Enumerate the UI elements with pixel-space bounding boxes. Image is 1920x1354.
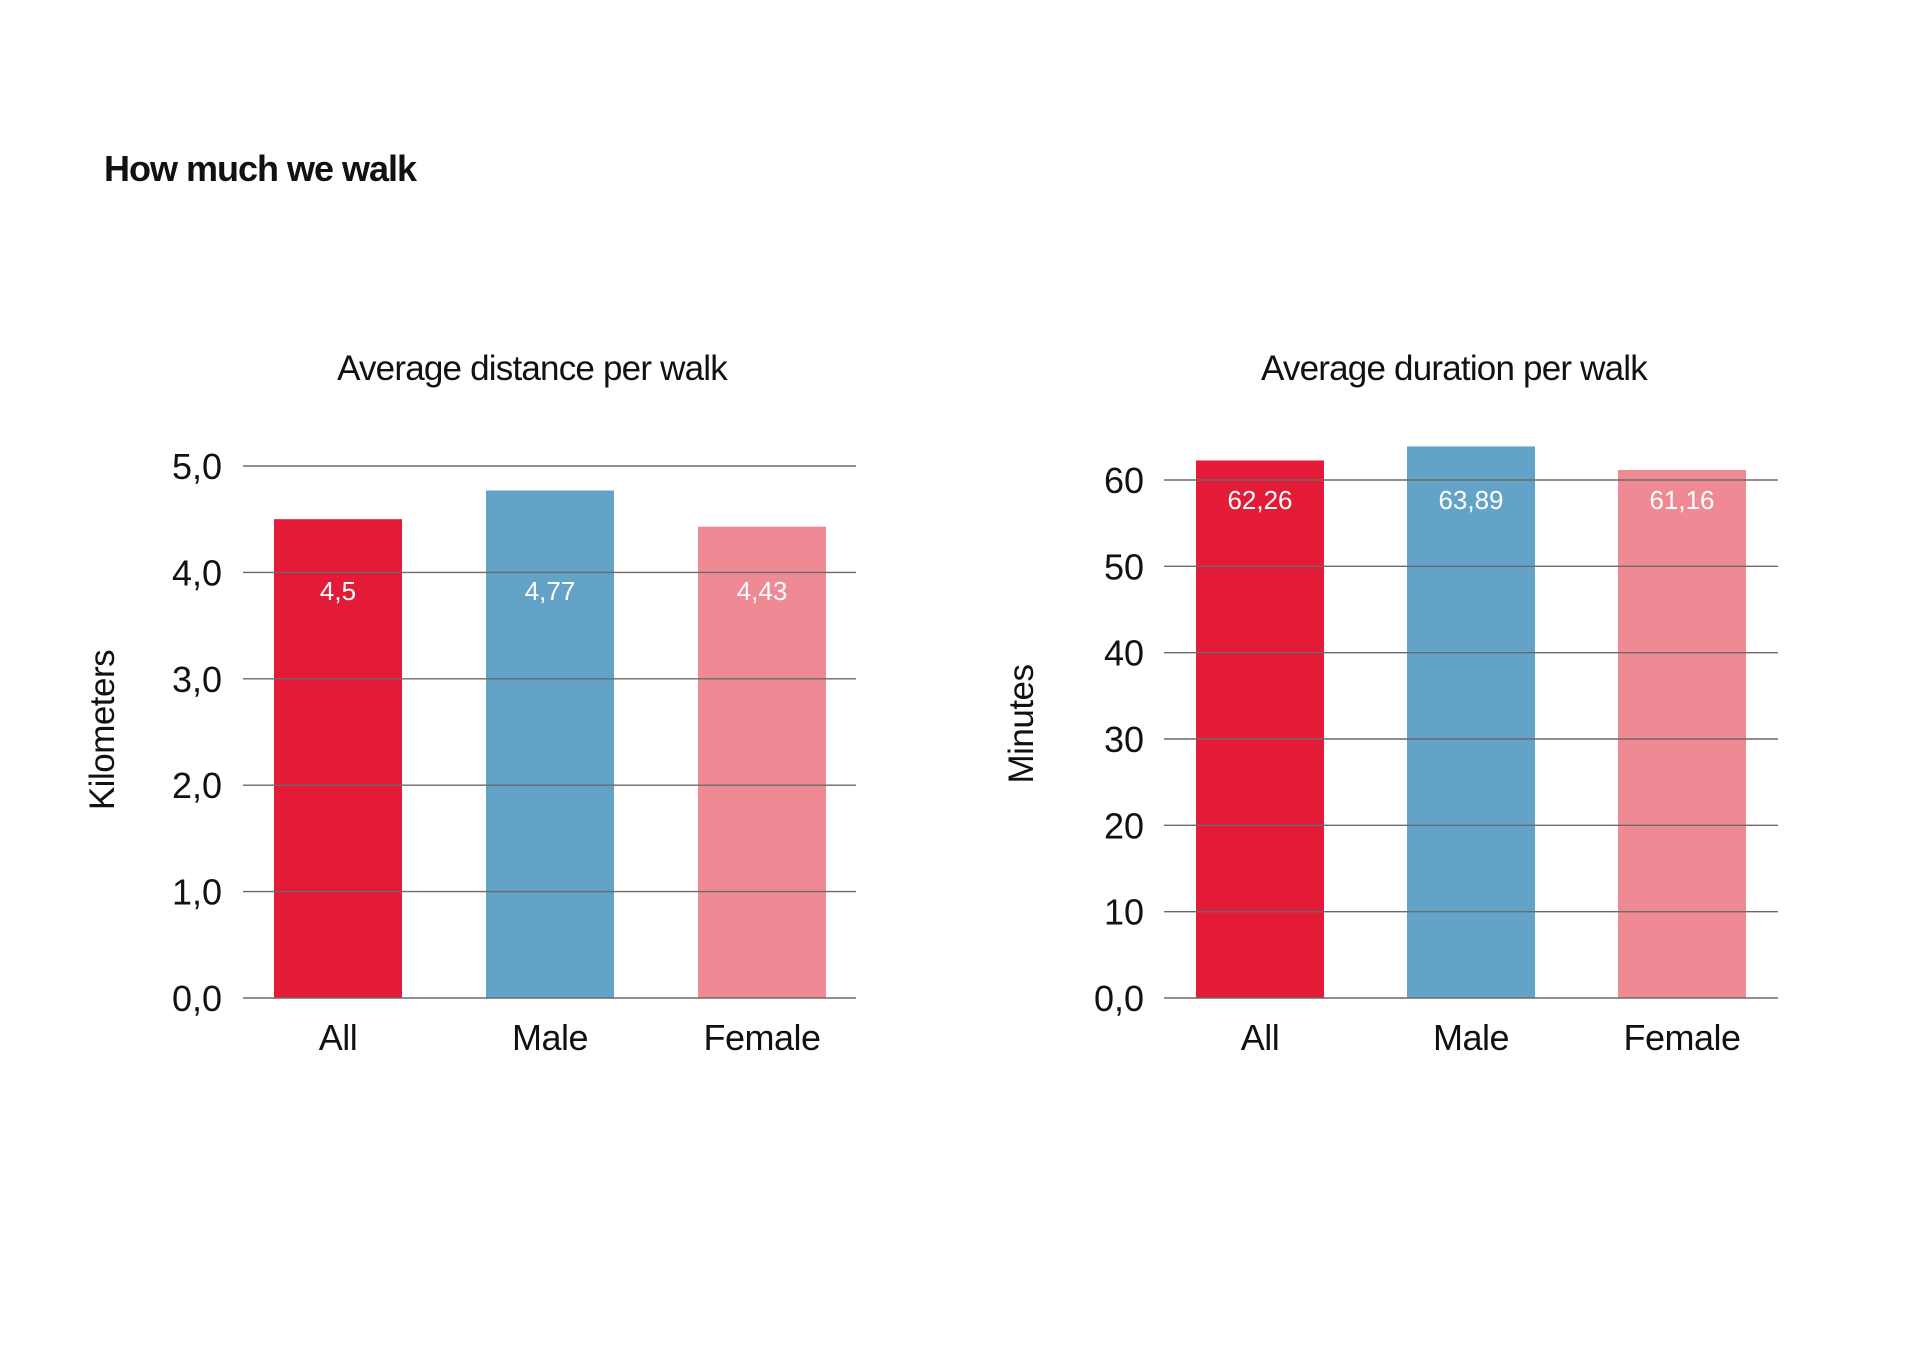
bar-male xyxy=(486,490,614,998)
bar-female xyxy=(1618,469,1746,998)
x-tick-label: Male xyxy=(512,1017,588,1058)
data-label: 4,77 xyxy=(525,576,576,606)
y-tick-label: 0,0 xyxy=(172,978,222,1019)
bar-male xyxy=(1407,446,1535,998)
bar-all xyxy=(274,519,402,998)
chart-title: Average distance per walk xyxy=(337,349,728,388)
x-tick-label: Female xyxy=(703,1017,820,1058)
bar-female xyxy=(698,526,826,998)
y-tick-label: 60 xyxy=(1104,460,1144,501)
y-tick-label: 4,0 xyxy=(172,552,222,593)
bar-all xyxy=(1196,460,1324,999)
y-tick-label: 20 xyxy=(1104,805,1144,846)
y-tick-label: 5,0 xyxy=(172,446,222,487)
x-tick-label: Female xyxy=(1623,1017,1740,1058)
data-label: 4,5 xyxy=(320,576,356,606)
y-tick-label: 1,0 xyxy=(172,872,222,913)
distance-chart: Average distance per walk Kilometers 0,0 1,… xyxy=(83,349,856,1058)
x-tick-label: All xyxy=(1241,1017,1280,1058)
duration-chart: Average duration per walk Minutes 0,0 10 20 3… xyxy=(1002,349,1778,1058)
y-tick-label: 50 xyxy=(1104,546,1144,587)
data-label: 62,26 xyxy=(1227,485,1292,515)
y-tick-label: 30 xyxy=(1104,719,1144,760)
x-tick-label: Male xyxy=(1433,1017,1509,1058)
y-axis-label: Minutes xyxy=(1002,664,1041,783)
data-label: 61,16 xyxy=(1649,485,1714,515)
chart-title: Average duration per walk xyxy=(1261,349,1648,388)
y-tick-label: 3,0 xyxy=(172,659,222,700)
page-title: How much we walk xyxy=(104,148,417,189)
y-tick-label: 10 xyxy=(1104,892,1144,933)
y-axis-label: Kilometers xyxy=(83,650,122,810)
y-tick-label: 0,0 xyxy=(1094,978,1144,1019)
x-tick-label: All xyxy=(319,1017,358,1058)
y-tick-label: 2,0 xyxy=(172,765,222,806)
data-label: 4,43 xyxy=(737,576,788,606)
y-tick-label: 40 xyxy=(1104,633,1144,674)
data-label: 63,89 xyxy=(1438,485,1503,515)
